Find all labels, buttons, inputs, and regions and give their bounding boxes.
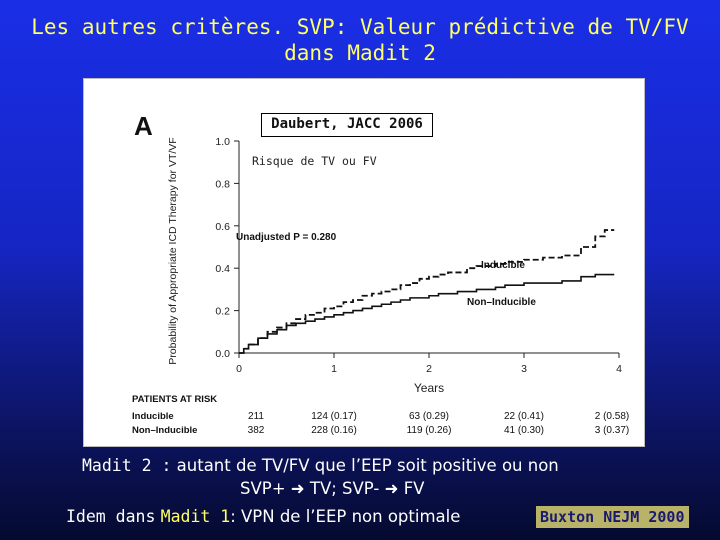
chart-panel: A Probability of Appropriate ICD Therapy…: [83, 78, 645, 447]
risk-cell: 63 (0.29): [409, 411, 449, 422]
y-tick-label: 1.0: [215, 136, 230, 148]
slide-title: Les autres critères. SVP: Valeur prédict…: [0, 14, 720, 66]
caption-3-c: : VPN de l’EEP non optimale: [230, 507, 461, 526]
x-tick-label: 3: [521, 363, 527, 375]
y-tick-label: 0.2: [215, 306, 230, 318]
km-chart: A Probability of Appropriate ICD Therapy…: [132, 111, 629, 436]
panel-letter: A: [134, 111, 153, 141]
caption-3-a: Idem dans: [66, 507, 156, 526]
risk-n0-non-inducible: 382: [248, 425, 265, 436]
y-tick-label: 0.4: [215, 263, 230, 275]
series-label-inducible: Inducible: [481, 260, 525, 271]
citation-badge: Buxton NEJM 2000: [536, 506, 689, 528]
caption-3-highlight: Madit 1: [160, 507, 231, 526]
risk-row-label-inducible: Inducible: [132, 411, 174, 422]
risk-cell: 3 (0.37): [595, 425, 629, 436]
x-axis-label: Years: [414, 381, 444, 395]
y-axis-label: Probability of Appropriate ICD Therapy f…: [167, 137, 179, 364]
caption-2-b: TV; SVP-: [309, 479, 380, 498]
series-label-non-inducible: Non–Inducible: [467, 297, 536, 308]
arrow-right-icon: ➜: [384, 479, 399, 498]
y-tick-label: 0.0: [215, 348, 230, 360]
y-tick-label: 0.8: [215, 178, 230, 190]
x-tick-label: 1: [331, 363, 337, 375]
x-tick-label: 4: [616, 363, 622, 375]
risk-cell: 228 (0.16): [311, 425, 357, 436]
caption-2-c: FV: [403, 479, 425, 498]
risk-cell: 41 (0.30): [504, 425, 544, 436]
x-tick-label: 2: [426, 363, 432, 375]
risk-table-header: PATIENTS AT RISK: [132, 394, 217, 405]
risk-cell: 22 (0.41): [504, 411, 544, 422]
x-tick-label: 0: [236, 363, 242, 375]
risk-cell: 124 (0.17): [311, 411, 357, 422]
reference-box: Daubert, JACC 2006: [261, 113, 433, 137]
risk-cell: 119 (0.26): [407, 425, 452, 436]
series-line-non-inducible: [239, 273, 615, 354]
caption-1-text: autant de TV/FV que l’EEP soit positive …: [176, 456, 559, 475]
caption-1-prefix: Madit 2 :: [82, 456, 172, 475]
caption-line-3: Idem dans Madit 1: VPN de l’EEP non opti…: [66, 507, 460, 526]
caption-2-a: SVP+: [240, 479, 286, 498]
risk-row-label-non-inducible: Non–Inducible: [132, 425, 197, 436]
risk-sublabel: Risque de TV ou FV: [252, 154, 377, 168]
arrow-right-icon: ➜: [290, 479, 305, 498]
risk-n0-inducible: 211: [248, 411, 264, 422]
caption-line-2: SVP+ ➜ TV; SVP- ➜ FV: [240, 479, 424, 498]
series-line-inducible: [239, 229, 615, 354]
p-value-annotation: Unadjusted P = 0.280: [236, 232, 337, 243]
caption-line-1: Madit 2 : autant de TV/FV que l’EEP soit…: [82, 456, 559, 475]
risk-cell: 2 (0.58): [595, 411, 629, 422]
title-line-1: Les autres critères. SVP: Valeur prédict…: [31, 15, 689, 39]
title-line-2: dans Madit 2: [284, 41, 436, 65]
y-tick-label: 0.6: [215, 221, 230, 233]
